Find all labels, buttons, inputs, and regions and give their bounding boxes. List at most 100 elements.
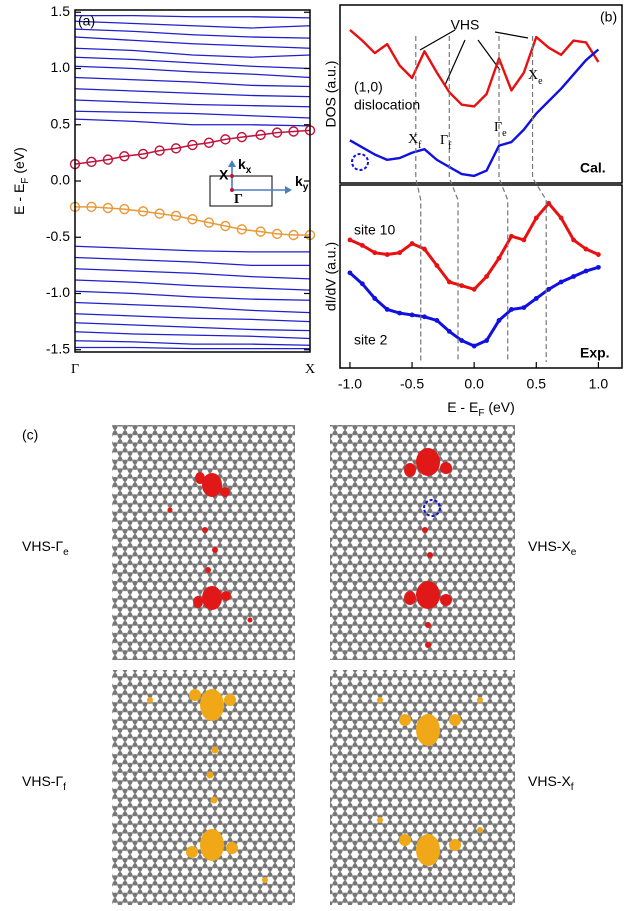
vhs-label-part: f: [448, 141, 452, 152]
band-line: [75, 269, 310, 279]
data-dot: [372, 250, 377, 255]
x-dot: [230, 174, 234, 178]
legend-label: site 10: [354, 222, 395, 238]
band-line: [75, 303, 310, 313]
vhs-label: Xf: [408, 132, 422, 151]
data-dot: [584, 247, 589, 252]
inset-label: Γ: [234, 192, 243, 207]
data-dot: [596, 265, 601, 270]
data-dot: [509, 234, 514, 239]
data-dot: [521, 305, 526, 310]
y-axis-label-part: E - E: [11, 184, 27, 215]
data-dot: [521, 238, 526, 243]
lattice-image: [112, 425, 295, 660]
vhs-label: Γf: [440, 133, 452, 152]
image-label-part: e: [571, 547, 577, 558]
x-axis-label-part: E - E: [447, 399, 478, 415]
annotation: VHS: [451, 17, 480, 33]
vhs-label-part: X: [408, 132, 418, 147]
data-dot: [434, 263, 439, 268]
figure: -1.5-1.0-0.50.00.51.01.5ΓX(a)E - EF (eV)…: [0, 0, 627, 911]
vhs-label-part: e: [538, 76, 543, 87]
data-dot: [422, 314, 427, 319]
data-dot: [497, 318, 502, 323]
data-dot: [385, 307, 390, 312]
x-axis-label: E - EF (eV): [447, 399, 515, 419]
band-line: [75, 78, 310, 87]
arrow-head: [285, 186, 292, 194]
data-dot: [397, 311, 402, 316]
inset-label: kx: [238, 156, 252, 176]
inset-label: X: [219, 167, 229, 183]
data-dot: [484, 274, 489, 279]
data-dot: [559, 216, 564, 221]
y-tick-label: -0.5: [46, 228, 70, 244]
panel-label: (b): [600, 9, 617, 25]
data-dot: [509, 307, 514, 312]
data-dot: [571, 238, 576, 243]
x-tick-label: 0.0: [464, 376, 484, 392]
band-line: [75, 100, 310, 107]
x-tick-label: Γ: [71, 362, 79, 377]
inset-label: ky: [295, 173, 309, 193]
image-label: VHS-Γf: [22, 773, 66, 793]
lattice-image: [330, 670, 515, 905]
image-label: VHS-Xe: [528, 538, 577, 558]
band-line: [75, 48, 310, 57]
data-dot: [447, 329, 452, 334]
curve: [350, 30, 598, 107]
y-tick-label: 0.0: [51, 172, 71, 188]
y-tick-label: -1.0: [46, 284, 70, 300]
band-line: [75, 29, 310, 38]
vhs-label: Xe: [528, 68, 543, 87]
band-line: [75, 57, 310, 68]
lattice-images: [112, 425, 515, 905]
panel-label: (a): [78, 13, 95, 29]
x-axis-label-part: (eV): [484, 399, 514, 415]
x-tick-label: -0.5: [400, 376, 424, 392]
data-dot: [596, 252, 601, 257]
band-line: [75, 341, 310, 346]
image-label-part: e: [63, 547, 69, 558]
data-dot: [348, 238, 353, 243]
image-label-part: VHS-Γ: [22, 773, 63, 789]
x-tick-label: -1.0: [338, 376, 362, 392]
band-line: [75, 323, 310, 331]
band-line: [75, 258, 310, 266]
inset-label-part: k: [295, 173, 303, 189]
data-dot: [534, 296, 539, 301]
data-dot: [497, 256, 502, 261]
data-dot: [559, 280, 564, 285]
data-dot: [434, 318, 439, 323]
y-axis-label: E - EF (eV): [11, 147, 31, 215]
band-line: [75, 246, 310, 252]
data-dot: [447, 280, 452, 285]
x-tick-label: X: [305, 362, 315, 377]
data-dot: [422, 247, 427, 252]
band-line: [75, 66, 310, 77]
y-axis-label: dI/dV (a.u.): [323, 242, 339, 311]
band-line: [75, 119, 310, 126]
band-line: [75, 314, 310, 322]
band-line: [75, 348, 310, 349]
image-label-part: f: [63, 782, 66, 793]
annotation: (1,0): [354, 79, 383, 95]
arrow-head: [228, 160, 236, 167]
x-tick-label: 1.0: [589, 376, 609, 392]
panel-tag: Cal.: [580, 160, 606, 176]
site-marker: [352, 154, 368, 170]
inset-label-part: k: [238, 156, 246, 172]
vhs-label-part: Γ: [494, 120, 502, 135]
data-dot: [385, 252, 390, 257]
image-label: VHS-Xf: [528, 773, 574, 793]
data-dot: [360, 281, 365, 286]
vhs-guide: [416, 36, 421, 362]
data-dot: [372, 296, 377, 301]
data-dot: [397, 250, 402, 255]
legend-label: site 2: [354, 332, 388, 348]
panel-label: (c): [22, 427, 38, 443]
inset-label-part: x: [246, 165, 252, 176]
band-line: [75, 111, 310, 118]
data-dot: [360, 243, 365, 248]
y-axis-label-part: (eV): [11, 147, 27, 177]
